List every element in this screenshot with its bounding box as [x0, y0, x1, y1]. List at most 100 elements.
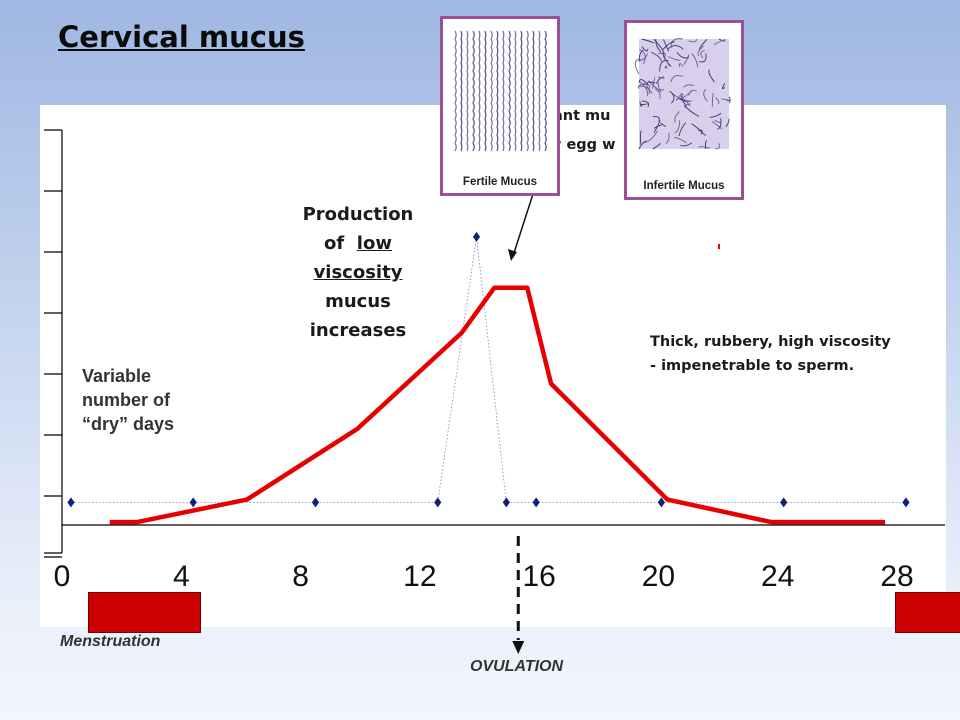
x-tick-label: 16 [522, 560, 555, 593]
mesh-strand [665, 132, 670, 144]
mesh-strand [721, 83, 726, 90]
pointer-arrowhead [508, 249, 517, 261]
fertile-thread [526, 30, 529, 152]
mesh-strand [657, 76, 665, 80]
mesh-strand [663, 39, 670, 52]
mesh-strand [698, 53, 707, 63]
fertile-thread [544, 30, 547, 152]
mesh-background [639, 39, 729, 149]
mesh-strand [679, 62, 684, 67]
x-tick-label: 20 [642, 560, 675, 593]
fertile-thread [538, 30, 541, 152]
fertile-thread [478, 30, 481, 152]
mesh-strand [674, 111, 681, 123]
mesh-strand [715, 143, 720, 150]
mesh-strand [674, 120, 681, 134]
fertile-thread [502, 30, 505, 152]
mesh-strand [725, 118, 730, 128]
mesh-strand [638, 49, 644, 62]
mesh-strand [652, 143, 661, 150]
menstruation-bar-end [895, 592, 960, 633]
fertile-thread [532, 30, 535, 152]
diamond-marker [532, 497, 540, 508]
mesh-strand [637, 82, 646, 89]
mesh-strand [673, 137, 687, 144]
mesh-strand [641, 46, 649, 52]
mesh-strand [667, 56, 681, 61]
mesh-strand [698, 146, 711, 149]
x-tick-label: 4 [173, 560, 190, 593]
mesh-strand [669, 90, 675, 104]
mesh-strand [678, 98, 691, 107]
mesh-strand [684, 103, 691, 109]
mesh-strand [704, 140, 707, 150]
mesh-strand [697, 45, 704, 57]
fertile-thread [514, 30, 517, 152]
mucus-viscosity-line [109, 285, 886, 525]
mesh-strand [655, 39, 662, 53]
fertile-thread [520, 30, 523, 152]
ovulation-arrowhead [512, 641, 525, 654]
x-tick-label: 8 [292, 560, 309, 593]
mesh-strand [678, 122, 686, 137]
mesh-strand [711, 92, 714, 107]
menstruation-label: Menstruation [60, 633, 161, 650]
x-tick-label: 12 [403, 560, 436, 593]
production-note: Production of low viscosity mucus increa… [302, 204, 414, 341]
mesh-strand [670, 75, 684, 83]
mesh-strand [667, 45, 684, 50]
mesh-strand [641, 100, 650, 108]
mesh-strand [676, 51, 690, 59]
mesh-strand [708, 69, 715, 83]
fertile-thread [454, 30, 457, 152]
mesh-strand [717, 118, 722, 130]
mesh-strand [699, 38, 708, 50]
mesh-strand [662, 41, 675, 50]
fertile-thread [484, 30, 487, 152]
infertile-mucus-label: Infertile Mucus [643, 180, 725, 192]
mesh-strand [664, 65, 668, 69]
mesh-strand [715, 97, 720, 105]
mesh-strand [652, 76, 656, 89]
mesh-strand [639, 130, 642, 145]
thick-mucus-note: Thick, rubbery, high viscosity - impenet… [650, 334, 891, 374]
mesh-strand [639, 101, 643, 107]
mesh-strand [691, 53, 699, 68]
infertile-mucus-image [634, 38, 731, 150]
mesh-strand [643, 83, 651, 90]
diamond-marker [189, 497, 197, 508]
x-tick-label: 0 [54, 560, 71, 593]
mesh-strand [661, 52, 671, 67]
fertile-mucus-label: Fertile Mucus [462, 176, 538, 188]
mesh-strand [639, 80, 649, 97]
mesh-strand [638, 53, 648, 62]
mesh-strand [709, 112, 722, 118]
diamond-marker [780, 497, 788, 508]
mesh-strand [638, 140, 647, 150]
mesh-strand [659, 60, 669, 72]
ovulation-label: OVULATION [470, 658, 564, 675]
menstruation-bar-start [88, 592, 201, 633]
mesh-strand [640, 103, 648, 106]
mesh-strand [654, 88, 661, 100]
fertile-mucus-thumbnail: Fertile Mucus [440, 16, 560, 196]
mesh-strand [646, 81, 656, 86]
mesh-strand [657, 82, 665, 91]
mesh-strand [680, 142, 693, 147]
x-tick-label: 28 [880, 560, 913, 593]
mesh-strand [684, 105, 700, 117]
mesh-strand [653, 120, 661, 133]
mesh-strand [691, 123, 706, 136]
mesh-strand [683, 54, 690, 66]
mesh-strand [663, 56, 672, 67]
diamond-marker [657, 497, 666, 508]
mesh-strand [711, 121, 723, 130]
mesh-strand [670, 38, 683, 48]
mesh-strand [641, 38, 655, 44]
mesh-strand [653, 124, 662, 129]
fertile-thread [496, 30, 499, 152]
dotted-series-line [70, 236, 906, 503]
diamond-marker [902, 497, 910, 508]
mesh-strand [726, 96, 731, 102]
infertile-mucus-thumbnail: Infertile Mucus [624, 20, 744, 200]
